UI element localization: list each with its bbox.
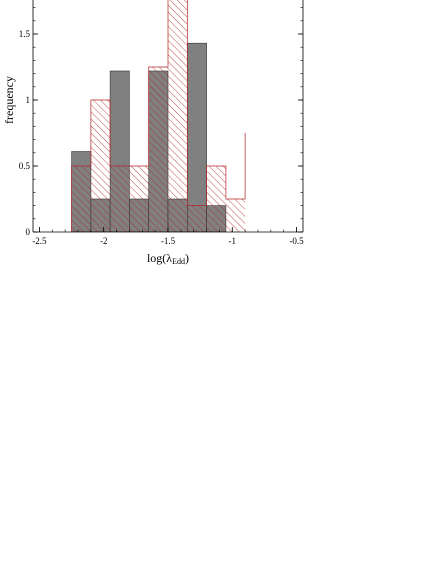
bar-hatched-6 [187,205,207,232]
bar-hatched-4 [148,67,168,232]
bar-solid-6 [187,42,207,232]
y-axis-title: frequency [2,76,16,124]
bar-hatched-1 [90,100,111,232]
y-tick-label-2: 1 [26,95,31,105]
x-tick-label-0: -2.5 [32,236,47,246]
x-axis-title-main: log(λ [147,251,172,265]
bar-hatched-0 [71,166,91,232]
x-axis-title-subscript: Edd [172,257,185,266]
bar-hatched-8 [225,199,246,232]
series-hatched [71,0,246,232]
hatched-outline [71,0,246,232]
bar-hatched-7 [206,166,226,232]
bar-hatched-5 [168,0,188,232]
y-tick-label-1: 0.5 [19,161,31,171]
ticks: -2.5 -2 -1.5 -1 -0.5 0 0.5 1 1.5 [19,7,304,246]
bar-hatched-2 [110,166,130,232]
x-tick-label-2: -1.5 [161,236,176,246]
x-axis-title-close: ) [185,251,189,265]
y-tick-label-0: 0 [26,227,31,237]
x-tick-label-3: -1 [229,236,237,246]
y-tick-label-3: 1.5 [19,29,31,39]
x-axis-title: log(λEdd) [147,251,189,266]
x-tick-label-1: -2 [100,236,108,246]
x-tick-label-4: -0.5 [289,236,304,246]
bar-hatched-3 [129,166,149,232]
